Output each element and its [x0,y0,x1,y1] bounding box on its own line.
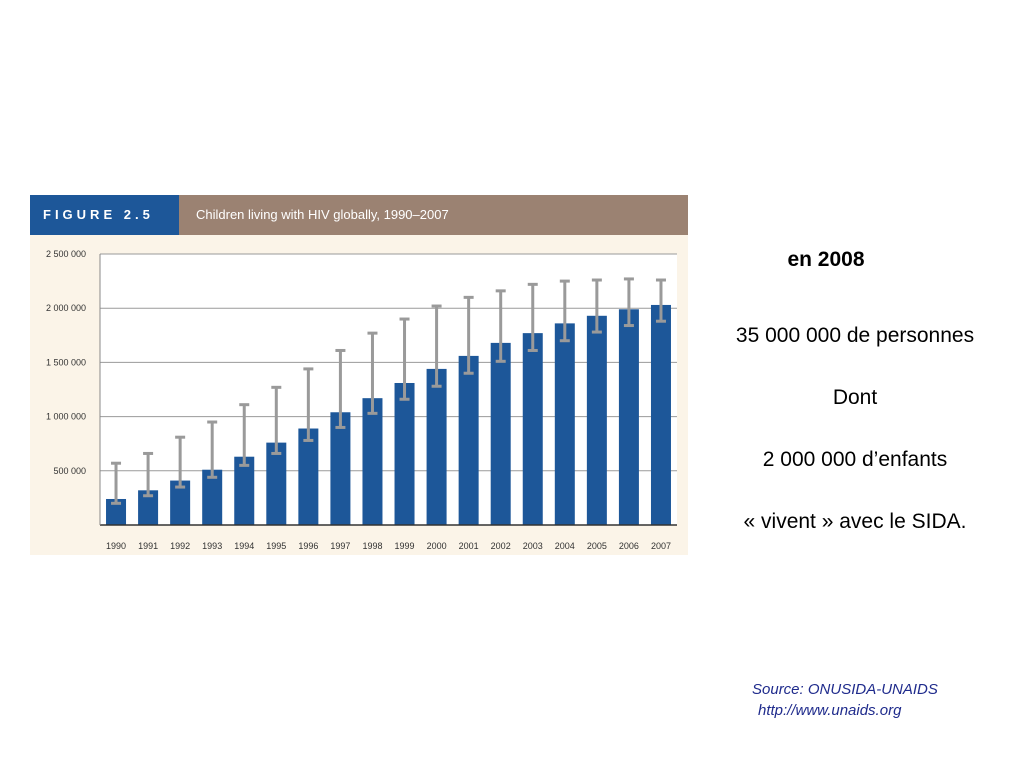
figure-panel: FIGURE 2.5 Children living with HIV glob… [30,195,688,555]
x-tick-label: 1990 [106,541,126,551]
bar [202,469,223,525]
source-label: Source: ONUSIDA-UNAIDS [752,681,938,698]
y-tick-label: 500 000 [53,466,86,476]
side-title: en 2008 [787,248,865,271]
bar [138,490,159,525]
x-tick-label: 2006 [619,541,639,551]
x-tick-label: 1996 [298,541,318,551]
bar [394,382,415,525]
bar [522,333,543,525]
x-tick-label: 1992 [170,541,190,551]
y-tick-label: 2 000 000 [46,303,86,313]
bar [234,456,255,525]
x-tick-label: 1993 [202,541,222,551]
x-tick-label: 2004 [555,541,575,551]
bar [298,428,319,525]
figure-title: Children living with HIV globally, 1990–… [179,195,688,235]
side-line-children: 2 000 000 d’enfants [762,448,948,471]
bar [170,480,191,525]
x-tick-label: 1994 [234,541,254,551]
x-tick-label: 1995 [266,541,286,551]
x-tick-label: 1991 [138,541,158,551]
figure-header: FIGURE 2.5 Children living with HIV glob… [30,195,688,235]
bar-chart: 500 000 1 000 000 1 500 000 2 000 000 2 500 … [46,249,677,551]
y-tick-label: 2 500 000 [46,249,86,259]
bar [618,309,639,525]
source-link[interactable]: http://www.unaids.org [758,702,902,719]
x-tick-label: 2000 [427,541,447,551]
side-line-dont: Dont [832,386,878,409]
bar [650,304,671,525]
x-tick-label: 2001 [459,541,479,551]
y-tick-label: 1 000 000 [46,412,86,422]
bar [426,368,447,525]
x-tick-label: 1997 [330,541,350,551]
x-tick-label: 2007 [651,541,671,551]
y-tick-label: 1 500 000 [46,357,86,367]
x-tick-label: 2002 [491,541,511,551]
bar [330,412,351,525]
side-line-sida: « vivent » avec le SIDA. [743,510,967,533]
bar [490,342,511,525]
bar [362,398,383,525]
bar [266,442,287,525]
bar [586,315,607,525]
side-line-total: 35 000 000 de personnes [735,324,975,347]
x-tick-label: 1999 [395,541,415,551]
figure-label: FIGURE 2.5 [30,195,179,235]
x-tick-label: 2003 [523,541,543,551]
x-tick-label: 2005 [587,541,607,551]
bar [458,355,479,525]
bar [554,323,575,525]
plot-area [100,254,677,525]
x-tick-label: 1998 [362,541,382,551]
bar [106,498,127,525]
